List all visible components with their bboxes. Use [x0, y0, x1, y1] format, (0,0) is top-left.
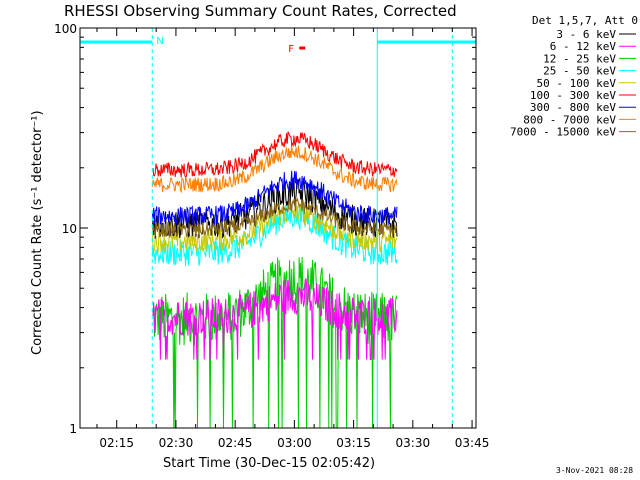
legend-label: 6 - 12 keV [550, 40, 617, 53]
x-tick-label: 02:30 [159, 436, 194, 450]
y-axis-label: Corrected Count Rate (s⁻¹ detector⁻¹) [30, 110, 45, 355]
y-axis: 1 10 100 [54, 22, 476, 436]
flag-label-N: N [156, 36, 163, 47]
x-axis: 02:15 02:30 02:45 03:00 03:15 03:30 03:45 [96, 28, 490, 450]
legend-label: 300 - 800 keV [530, 101, 616, 114]
y-tick-label: 100 [54, 22, 77, 36]
x-tick-label: 02:45 [218, 436, 253, 450]
legend-title: Det 1,5,7, Att 0 [532, 14, 638, 27]
series-line-1 [152, 277, 398, 360]
legend-label: 50 - 100 keV [537, 77, 617, 90]
series-line-7 [151, 145, 398, 194]
generated-timestamp: 3-Nov-2021 08:28 [556, 466, 633, 475]
flag-label-F: F [288, 44, 294, 55]
x-tick-label: 03:45 [455, 436, 490, 450]
legend-label: 25 - 50 keV [543, 65, 616, 78]
legend-label: 12 - 25 keV [543, 52, 616, 65]
x-tick-label: 03:00 [277, 436, 312, 450]
y-tick-label: 1 [69, 422, 77, 436]
chart-title: RHESSI Observing Summary Count Rates, Co… [64, 2, 457, 20]
series-line-6 [151, 170, 398, 226]
legend-label: 100 - 300 keV [530, 89, 616, 102]
legend-label: 3 - 6 keV [556, 28, 616, 41]
x-tick-label: 03:30 [396, 436, 431, 450]
plot-area: NF [79, 27, 477, 429]
series-line-5 [152, 131, 398, 178]
series-line-2 [151, 256, 398, 429]
y-tick-label: 10 [62, 222, 77, 236]
legend-label: 7000 - 15000 keV [510, 126, 616, 139]
x-tick-label: 02:15 [99, 436, 134, 450]
series-line-8 [151, 197, 398, 238]
x-tick-label: 03:15 [336, 436, 371, 450]
legend-label: 800 - 7000 keV [523, 113, 616, 126]
x-axis-label: Start Time (30-Dec-15 02:05:42) [163, 456, 375, 471]
